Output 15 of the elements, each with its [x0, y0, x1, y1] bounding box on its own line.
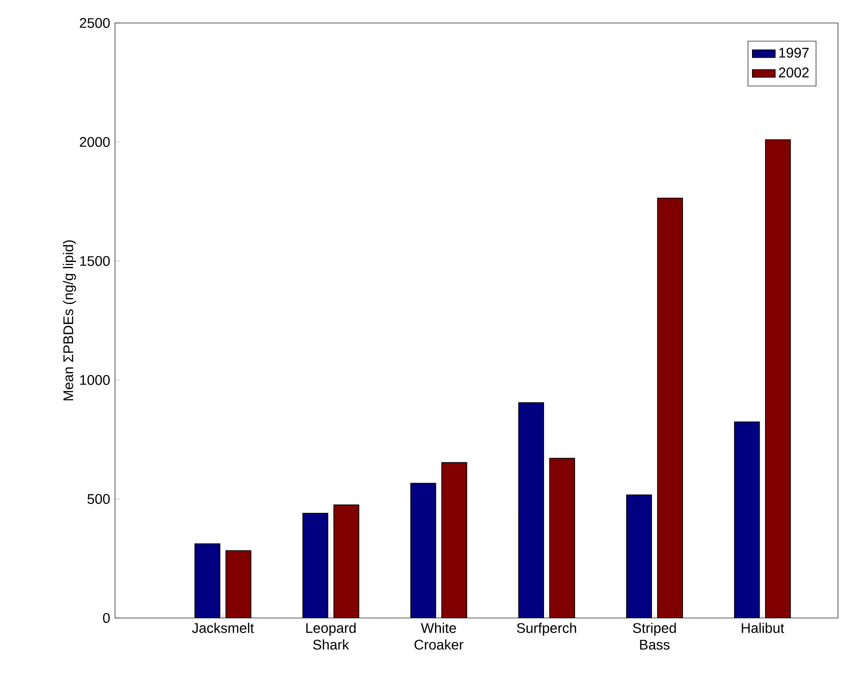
x-tick-label: White Croaker: [414, 622, 464, 650]
y-axis-title: Mean ΣPBDEs (ng/g lipid): [62, 240, 76, 400]
x-tick-label: Halibut: [742, 622, 784, 633]
legend-label: 2002: [778, 68, 809, 78]
x-tick-label: Leopard Shark: [306, 622, 356, 650]
x-tick-label: Striped Bass: [633, 622, 676, 650]
y-tick-label: 500: [88, 494, 110, 504]
y-tick-label: 1500: [80, 256, 110, 266]
y-tick-label: 2500: [80, 18, 110, 28]
legend-label: 1997: [779, 48, 809, 58]
x-tick-label: Surfperch: [516, 622, 576, 636]
y-tick-label: 0: [103, 613, 110, 623]
x-tick-label: Jacksmelt: [192, 622, 254, 633]
y-tick-label: 1000: [80, 375, 110, 385]
y-tick-label: 2000: [80, 137, 110, 147]
